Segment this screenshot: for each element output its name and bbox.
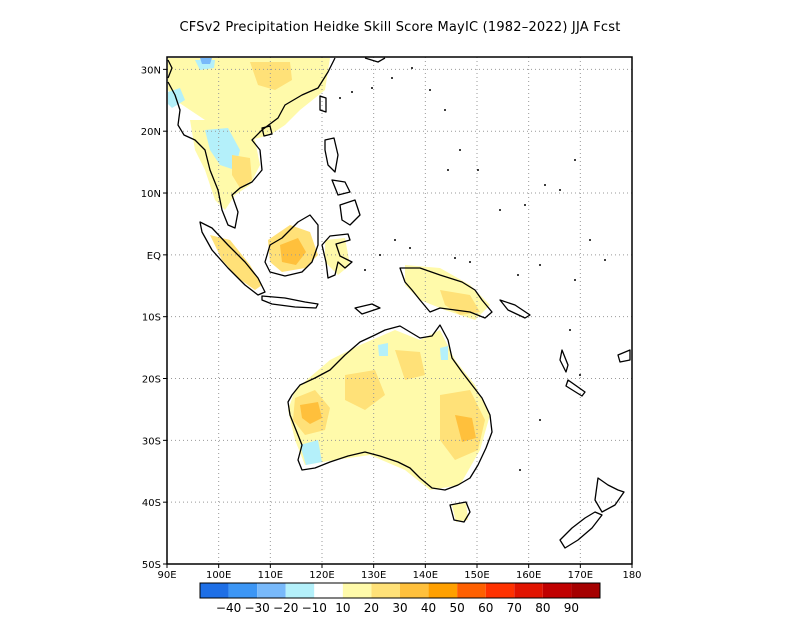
coast-fiji [617, 349, 631, 363]
lat-tick-label: EQ [147, 251, 161, 262]
coast-solomon [499, 299, 531, 319]
shading-australia-ne-blue [440, 346, 448, 360]
shading-indochina-orange [232, 155, 252, 188]
shading-australia-west-core [300, 402, 322, 424]
latitude-axis: 30N 20N 10N EQ 10S 20S 30S 40S 50S [141, 65, 167, 571]
coast-hainan [261, 125, 273, 137]
colorbar-label: −10 [302, 601, 327, 615]
colorbar-swatch [257, 583, 286, 598]
shading-new-guinea-orange [440, 290, 480, 315]
shading-sumatra [210, 235, 262, 290]
lat-tick-label: 20N [141, 127, 161, 138]
coast-asia-mainland [167, 57, 336, 229]
lat-tick-label: 10N [141, 189, 161, 200]
colorbar-label: 90 [564, 601, 579, 615]
shading-china-orange [250, 62, 292, 90]
lat-tick-label: 30N [141, 65, 161, 76]
shading-australia-east-core [455, 415, 476, 442]
shading-tasmania [452, 503, 468, 522]
colorbar-label: −20 [273, 601, 298, 615]
colorbar-label: −40 [216, 601, 241, 615]
colorbar-label: 10 [335, 601, 350, 615]
map-border [166, 56, 633, 565]
colorbar-swatch [314, 583, 343, 598]
colorbar-label: 20 [364, 601, 379, 615]
coast-taiwan [319, 95, 327, 113]
colorbar-label: 60 [478, 601, 493, 615]
shading-australia [288, 330, 490, 490]
shading-borneo-core [280, 238, 306, 265]
lat-tick-label: 40S [142, 498, 161, 509]
colorbar-label: 70 [507, 601, 522, 615]
lon-tick-label: 130E [361, 570, 386, 581]
colorbar-label: 30 [392, 601, 407, 615]
coast-philippines-luzon [324, 137, 339, 173]
coast-sulawesi [321, 233, 353, 279]
colorbar-label: 40 [421, 601, 436, 615]
colorbar-swatch [342, 583, 372, 598]
coast-india-east [167, 59, 173, 79]
coast-new-guinea [399, 267, 493, 319]
coast-philippines-visayas [331, 179, 351, 196]
coast-sumatra [199, 221, 266, 296]
lat-tick-label: 50S [142, 560, 161, 571]
coast-vanuatu [559, 349, 569, 373]
lon-tick-label: 100E [206, 570, 231, 581]
lat-tick-label: 30S [142, 436, 161, 447]
lon-tick-label: 120E [309, 570, 334, 581]
colorbar-border [199, 582, 601, 599]
colorbar-swatch [485, 583, 515, 598]
shading-australia-north [395, 350, 425, 380]
coastlines [167, 57, 631, 549]
colorbar-swatch [428, 583, 458, 598]
lon-tick-label: 90E [157, 570, 176, 581]
coast-nz-south [559, 511, 603, 549]
shading-sulawesi [325, 238, 350, 275]
shading-australia-nw-blue [300, 440, 322, 465]
lon-tick-label: 170E [568, 570, 593, 581]
shading-australia-central [345, 370, 385, 410]
map-gridlines [167, 57, 632, 564]
colorbar: −40 −30 −20 −10 10 20 30 40 50 60 70 80 90 [199, 582, 601, 615]
colorbar-swatch [514, 583, 543, 598]
colorbar-swatch [571, 583, 600, 598]
colorbar-swatch [457, 583, 486, 598]
shading-australia-north-blue [378, 343, 388, 356]
colorbar-label: −30 [244, 601, 269, 615]
coast-new-caledonia [565, 379, 586, 397]
coast-nz-north [594, 477, 625, 513]
colorbar-label: 50 [450, 601, 465, 615]
colorbar-swatch [542, 583, 572, 598]
coast-japan-south [364, 57, 386, 63]
coast-philippines-mindanao [339, 199, 361, 226]
lat-tick-label: 20S [142, 375, 161, 386]
lon-tick-label: 160E [516, 570, 541, 581]
coast-java [261, 295, 319, 309]
lon-tick-label: 110E [258, 570, 283, 581]
colorbar-swatch [200, 583, 229, 598]
lon-tick-label: 180 [622, 570, 641, 581]
map-title: CFSv2 Precipitation Heidke Skill Score M… [179, 20, 621, 35]
colorbar-label: 80 [535, 601, 550, 615]
longitude-axis: 90E 100E 110E 120E 130E 140E 150E 160E 170E 180 [157, 564, 642, 581]
coast-australia [287, 324, 493, 491]
pacific-islands [339, 67, 606, 471]
coast-timor [354, 303, 381, 315]
coast-tasmania [449, 501, 471, 523]
colorbar-swatch [400, 583, 429, 598]
colorbar-swatch [228, 583, 258, 598]
lon-tick-label: 140E [413, 570, 438, 581]
colorbar-swatch [371, 583, 400, 598]
colorbar-swatch [285, 583, 315, 598]
lat-tick-label: 10S [142, 313, 161, 324]
shading-china-blue-2 [200, 58, 212, 64]
coast-borneo [264, 214, 319, 277]
skill-score-shading [168, 58, 490, 522]
shading-indochina-blue [205, 128, 240, 170]
lon-tick-label: 150E [464, 570, 489, 581]
